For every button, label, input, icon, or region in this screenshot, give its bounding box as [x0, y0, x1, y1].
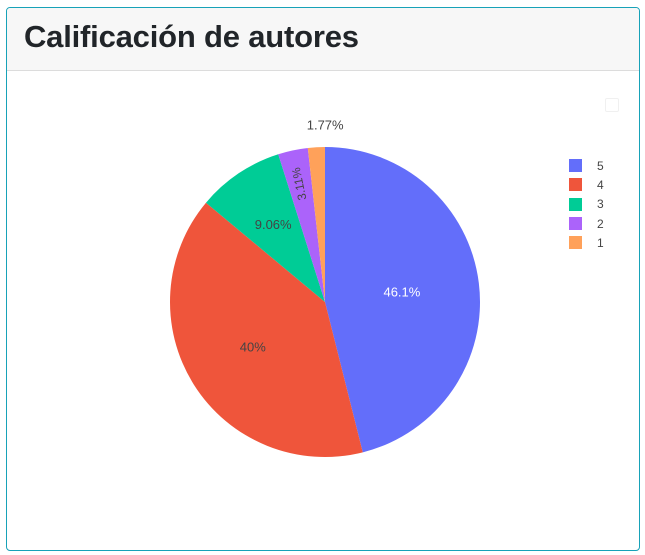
slice-label-2: 3.11%	[289, 166, 310, 202]
chart-card: Calificación de autores 46.1% 40% 9.06% 3.1…	[6, 7, 640, 551]
slice-label-5: 46.1%	[383, 284, 420, 299]
legend-item-2[interactable]: 2	[569, 214, 604, 233]
legend-swatch	[569, 217, 582, 231]
chart-legend: 5 4 3 2 1	[569, 156, 604, 252]
slice-label-4: 40%	[240, 339, 266, 354]
pie-slice-4[interactable]	[169, 202, 363, 457]
pie-chart: 46.1% 40% 9.06% 3.11% 1.77%	[169, 118, 480, 457]
card-header: Calificación de autores	[7, 8, 639, 71]
legend-label: 2	[597, 216, 604, 231]
pie-chart-area: 46.1% 40% 9.06% 3.11% 1.77%	[7, 71, 639, 550]
legend-swatch	[569, 197, 582, 211]
legend-item-4[interactable]: 4	[569, 175, 604, 194]
legend-item-5[interactable]: 5	[569, 156, 604, 175]
slice-label-3: 9.06%	[255, 217, 292, 232]
legend-label: 5	[597, 158, 604, 173]
pie-slice-5[interactable]	[325, 147, 480, 453]
pie-slice-3[interactable]	[205, 154, 325, 302]
legend-swatch	[569, 159, 582, 173]
legend-swatch	[569, 236, 582, 250]
legend-label: 4	[597, 177, 604, 192]
legend-label: 3	[597, 197, 604, 212]
pie-slice-1[interactable]	[307, 147, 325, 302]
modebar-icon[interactable]	[605, 98, 619, 112]
page-title: Calificación de autores	[24, 19, 359, 54]
legend-swatch	[569, 178, 582, 192]
slice-label-1: 1.77%	[307, 118, 344, 133]
legend-label: 1	[597, 235, 604, 250]
pie-slice-2[interactable]	[278, 147, 325, 302]
legend-item-1[interactable]: 1	[569, 233, 604, 252]
legend-item-3[interactable]: 3	[569, 195, 604, 214]
